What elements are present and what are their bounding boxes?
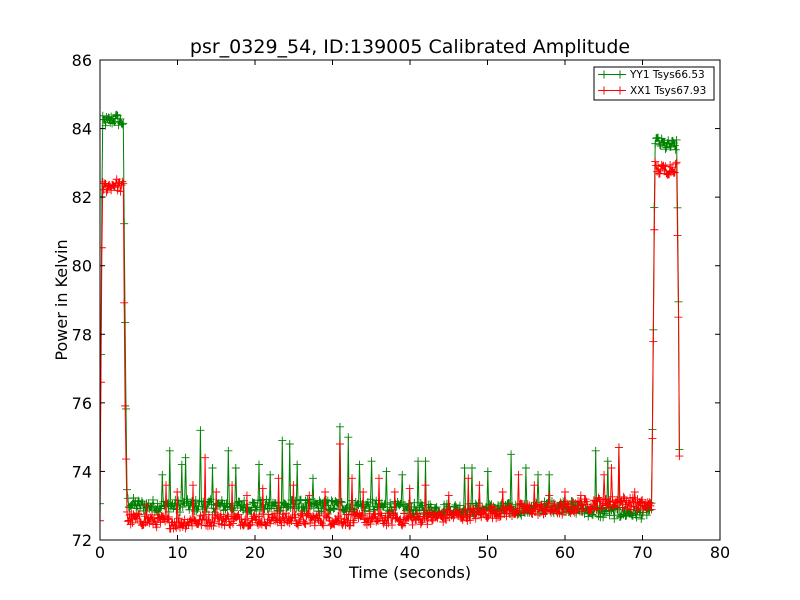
plot-area: 0 10 20 30 40 50 60 70 80 72 74 76 78 80 82 84 86 xyxy=(72,51,731,562)
y-tick-label: 82 xyxy=(72,188,92,207)
legend: YY1 Tsys66.53 XX1 Tsys67.93 xyxy=(593,66,715,101)
x-tick-label: 10 xyxy=(167,543,187,562)
legend-label-xx1: XX1 Tsys67.93 xyxy=(630,85,706,97)
y-tick-label: 80 xyxy=(72,257,92,276)
series-layer xyxy=(100,110,684,533)
x-tick-label: 30 xyxy=(322,543,342,562)
y-tick-label: 72 xyxy=(72,531,92,550)
y-tick-label: 76 xyxy=(72,394,92,413)
ticks-layer: 0 10 20 30 40 50 60 70 80 72 74 76 78 80 82 84 86 xyxy=(72,51,731,562)
x-tick-label: 50 xyxy=(477,543,497,562)
x-tick-label: 70 xyxy=(632,543,652,562)
y-tick-label: 78 xyxy=(72,325,92,344)
legend-marker-yy1 xyxy=(600,70,624,79)
x-tick-label: 80 xyxy=(710,543,730,562)
legend-label-yy1: YY1 Tsys66.53 xyxy=(629,69,705,81)
y-tick-label: 86 xyxy=(72,51,92,70)
legend-box xyxy=(593,66,715,101)
chart-title: psr_0329_54, ID:139005 Calibrated Amplit… xyxy=(190,36,630,58)
series-xx1 xyxy=(100,157,684,533)
x-axis-label: Time (seconds) xyxy=(348,563,471,582)
x-tick-label: 60 xyxy=(555,543,575,562)
series-markers xyxy=(100,157,684,533)
x-tick-label: 40 xyxy=(400,543,420,562)
legend-marker-xx1 xyxy=(600,86,624,95)
y-tick-label: 84 xyxy=(72,120,92,139)
y-axis-label: Power in Kelvin xyxy=(52,239,71,360)
x-tick-label: 20 xyxy=(245,543,265,562)
x-tick-label: 0 xyxy=(95,543,105,562)
y-tick-label: 74 xyxy=(72,462,92,481)
